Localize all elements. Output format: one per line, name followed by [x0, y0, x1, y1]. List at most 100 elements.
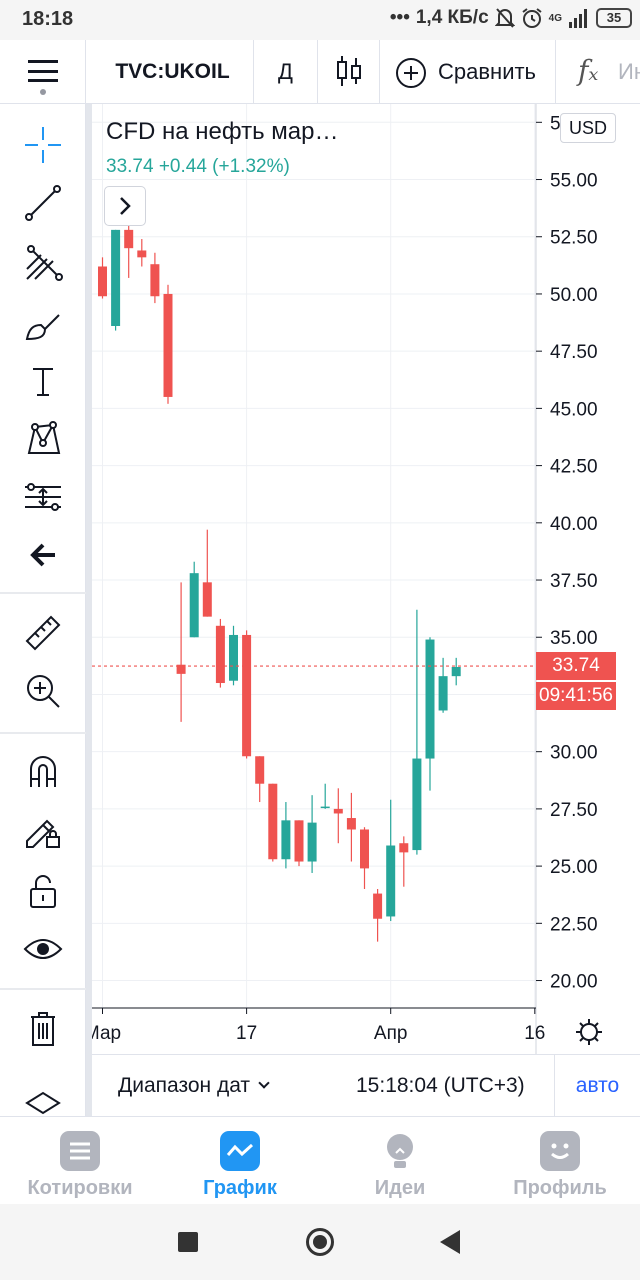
status-time: 18:18 [22, 8, 74, 30]
candle-body-down [373, 893, 383, 919]
tab-ideas[interactable]: Идеи [320, 1117, 480, 1205]
ruler-tool[interactable] [18, 608, 68, 658]
chevron-down-icon [258, 1077, 270, 1089]
system-nav-bar [0, 1204, 640, 1280]
chart-type-button[interactable] [318, 40, 380, 104]
tab-chart[interactable]: График [160, 1117, 320, 1205]
price-tick-label: 27.50 [550, 800, 598, 821]
price-tick-label: 47.50 [550, 342, 598, 363]
gear-icon [576, 1019, 602, 1045]
ruler-icon [25, 615, 61, 651]
hamburger-icon [28, 60, 58, 82]
time-axis[interactable]: Мар 17 Апр 16 [92, 1008, 545, 1044]
tab-quotes[interactable]: Котировки [0, 1117, 160, 1205]
price-chart[interactable]: 57.5055.0052.5050.0047.5045.0042.5040.00… [92, 104, 640, 1054]
price-tick-label: 52.50 [550, 228, 598, 249]
candle-body-down [163, 293, 173, 397]
crosshair-tool[interactable] [18, 120, 68, 170]
toolbar-scroll-gutter[interactable] [86, 104, 92, 1116]
trend-line-tool[interactable] [18, 178, 68, 228]
status-bar: 18:18 ••• 1,4 КБ/с 4G 35 [0, 0, 640, 40]
candle-body-up [438, 676, 448, 711]
candle-body-up [451, 666, 461, 677]
candle-body-down [268, 783, 278, 860]
object-tree-tool[interactable] [18, 1078, 68, 1128]
candle-body-down [399, 843, 409, 853]
pitchfork-icon [26, 245, 63, 281]
text-tool[interactable] [18, 356, 68, 406]
chart-toolbar: TVC:UKOIL Д Сравнить fₓ Ин [0, 40, 640, 104]
candle-body-up [425, 639, 435, 759]
time-tick-label: 17 [236, 1023, 257, 1044]
zoom-tool[interactable] [18, 666, 68, 716]
zoom-in-icon [27, 675, 60, 708]
bar-countdown-label: 09:41:56 [536, 682, 616, 711]
status-indicators: ••• 1,4 КБ/с 4G 35 [390, 7, 632, 29]
auto-scale-button[interactable]: авто [554, 1055, 640, 1117]
lock-drawings-tool[interactable] [18, 806, 68, 856]
mute-bell-icon [494, 8, 515, 28]
recents-button[interactable] [178, 1232, 198, 1252]
candle-body-down [346, 818, 356, 830]
currency-button[interactable]: USD [560, 113, 616, 143]
pitchfork-tool[interactable] [18, 238, 68, 288]
text-icon [33, 368, 53, 396]
price-tick-label: 45.00 [550, 399, 598, 420]
layers-icon [25, 1091, 61, 1115]
lightbulb-icon [380, 1131, 420, 1171]
visibility-tool[interactable] [18, 924, 68, 974]
candle-body-down [202, 582, 212, 617]
tab-profile-label: Профиль [513, 1177, 607, 1199]
pattern-icon [27, 421, 61, 454]
prediction-icon [25, 483, 61, 511]
brush-tool[interactable] [18, 298, 68, 348]
indicators-button[interactable]: fₓ Ин [556, 40, 640, 104]
candle-body-down [98, 266, 107, 297]
dots-icon: ••• [389, 7, 410, 28]
smiley-icon [540, 1131, 580, 1171]
chart-grid [92, 104, 536, 1008]
lock-tool[interactable] [18, 866, 68, 916]
menu-button[interactable] [0, 40, 86, 104]
legend-expand-button[interactable] [104, 186, 146, 226]
plus-circle-icon [396, 58, 426, 88]
candle-body-down [150, 264, 160, 297]
home-button[interactable] [306, 1228, 334, 1256]
magnet-tool[interactable] [18, 746, 68, 796]
chevron-right-icon [120, 197, 131, 215]
prediction-tool[interactable] [18, 472, 68, 522]
date-range-label: Диапазон дат [118, 1074, 251, 1097]
pattern-tool[interactable] [18, 414, 68, 464]
toolbar-divider [0, 988, 86, 990]
tab-ideas-label: Идеи [374, 1177, 426, 1199]
candle-body-down [294, 820, 304, 862]
settings-button[interactable] [576, 1019, 602, 1045]
bottom-controls: Диапазон дат 15:18:04 (UTC+3) авто [92, 1054, 640, 1117]
compare-button[interactable]: Сравнить [380, 40, 556, 104]
symbol-selector[interactable]: TVC:UKOIL [92, 40, 254, 104]
tab-chart-label: График [203, 1177, 277, 1199]
delete-tool[interactable] [18, 1004, 68, 1054]
price-tick-label: 40.00 [550, 514, 598, 535]
compare-label: Сравнить [438, 59, 537, 84]
trend-line-icon [25, 185, 61, 221]
tab-profile[interactable]: Профиль [480, 1117, 640, 1205]
interval-selector[interactable]: Д [254, 40, 318, 104]
unlock-icon [30, 875, 56, 908]
candle-body-down [242, 634, 252, 757]
timezone-clock[interactable]: 15:18:04 (UTC+3) [356, 1074, 525, 1097]
candle-body-down [215, 625, 225, 684]
price-tick-label: 55.00 [550, 171, 598, 192]
candle-body-up [229, 634, 238, 681]
date-range-button[interactable]: Диапазон дат [118, 1055, 270, 1117]
candle-body-up [412, 758, 422, 851]
price-tick-label: 50.00 [550, 285, 598, 306]
candle-body-up [386, 845, 396, 917]
list-icon [60, 1131, 100, 1171]
back-button[interactable] [440, 1230, 460, 1254]
battery-icon: 35 [596, 8, 632, 28]
toolbar-divider [0, 592, 86, 594]
fx-icon: fₓ [578, 54, 599, 87]
hide-toolbar-button[interactable] [18, 530, 68, 580]
candle-body-up [111, 229, 121, 326]
